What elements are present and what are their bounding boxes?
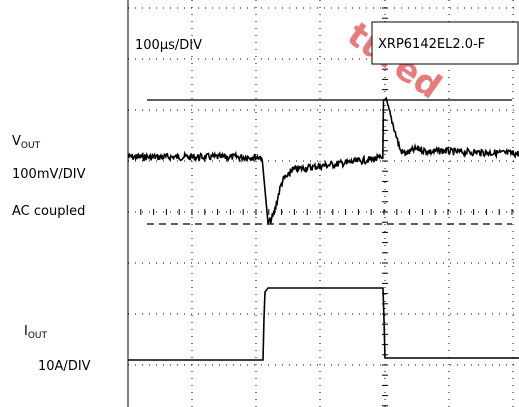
- vout-sub: OUT: [21, 141, 41, 151]
- iout-label: IOUT: [24, 324, 48, 341]
- iout-name: I: [24, 324, 28, 339]
- iout-waveform: [128, 287, 519, 361]
- vout-scale: 100mV/DIV: [12, 167, 86, 182]
- vout-label: VOUT: [12, 134, 41, 151]
- grid: [127, 0, 519, 407]
- timebase-label: 100µs/DIV: [135, 38, 202, 53]
- vout-waveform: [127, 96, 519, 226]
- vout-name: V: [12, 134, 21, 149]
- part-label: XRP6142EL2.0-F: [378, 37, 485, 52]
- part-box: [371, 21, 519, 65]
- iout-sub: OUT: [28, 331, 48, 341]
- vout-coupling: AC coupled: [12, 204, 85, 219]
- iout-scale: 10A/DIV: [38, 359, 91, 374]
